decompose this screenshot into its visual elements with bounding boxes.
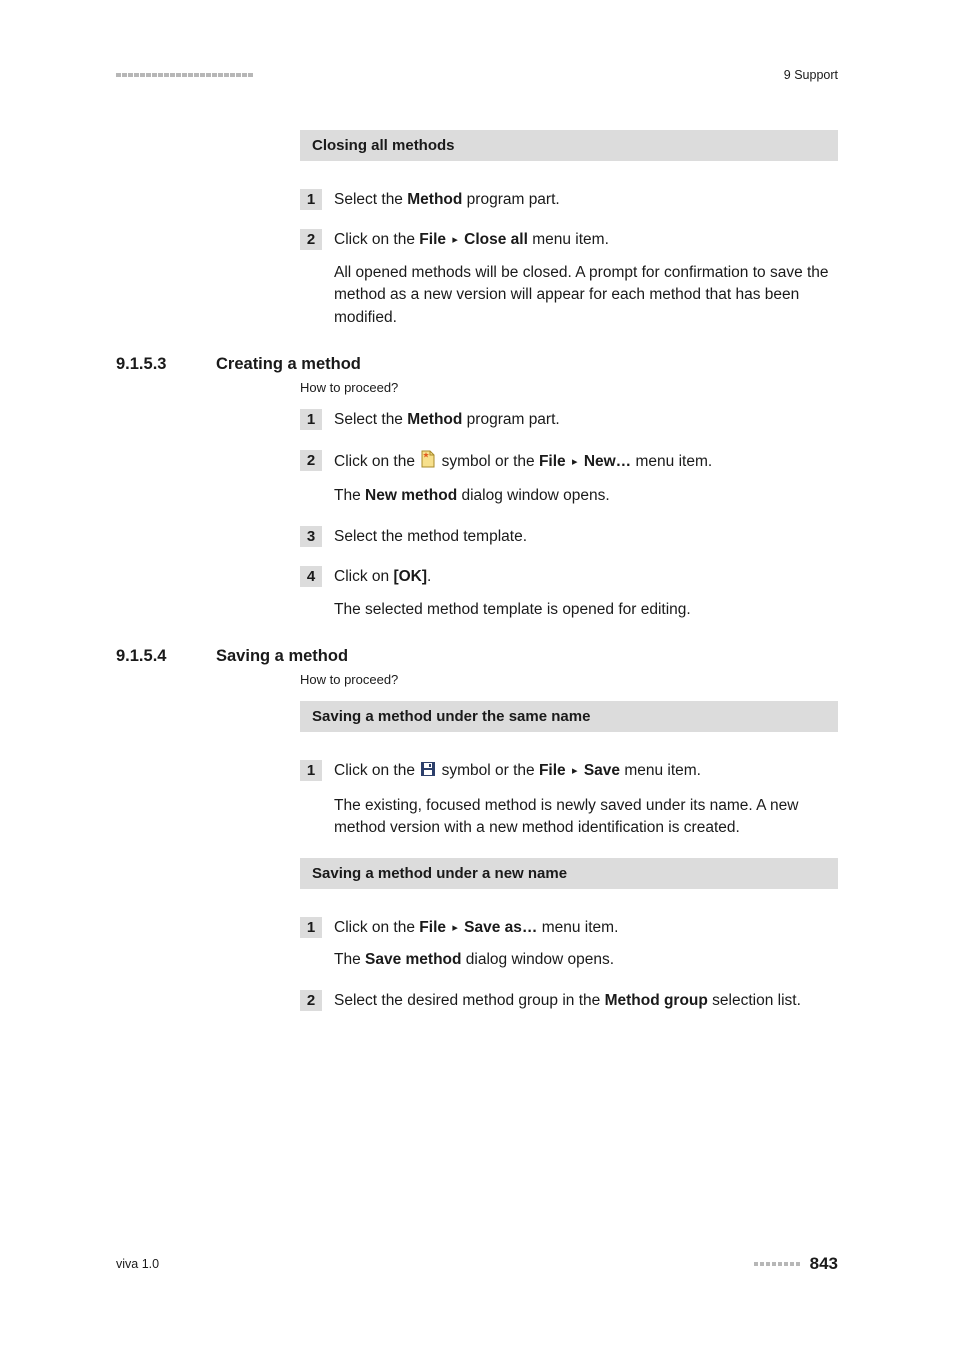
header-chapter-label: 9 Support	[784, 68, 838, 82]
step-text: All opened methods will be closed. A pro…	[334, 262, 838, 329]
step-row: 1 Click on the File ▸ Save as… menu item.…	[300, 917, 838, 972]
step-text: The existing, focused method is newly sa…	[334, 795, 838, 840]
step-number: 4	[300, 566, 322, 587]
step-row: 1 Select the Method program part.	[300, 409, 838, 431]
step-text: Select the Method program part.	[334, 189, 838, 211]
step-number: 3	[300, 526, 322, 547]
step-row: 1 Select the Method program part.	[300, 189, 838, 211]
header-ornament-left	[116, 73, 254, 78]
step-text: Click on [OK].	[334, 566, 838, 588]
new-file-icon	[420, 450, 436, 475]
page-content: 9 Support Closing all methods 1 Select the…	[0, 0, 954, 1012]
step-text: Click on the symbol or the File ▸ Save m…	[334, 760, 838, 784]
step-text: Select the Method program part.	[334, 409, 838, 431]
subsection-header: 9.1.5.3Creating a method	[116, 355, 838, 374]
step-number: 1	[300, 917, 322, 938]
step-row: 3 Select the method template.	[300, 526, 838, 548]
footer-ornament	[754, 1262, 802, 1267]
how-to-proceed-label: How to proceed?	[300, 380, 838, 395]
page-footer: viva 1.0 843	[116, 1254, 838, 1274]
subsection-title: Saving a method	[216, 647, 348, 666]
subsection-title: Creating a method	[216, 355, 361, 374]
section-heading: Saving a method under the same name	[300, 701, 838, 732]
step-text: Click on the symbol or the File ▸ New… m…	[334, 450, 838, 475]
step-text: The selected method template is opened f…	[334, 599, 838, 621]
step-text: Click on the File ▸ Save as… menu item.	[334, 917, 838, 939]
section-heading: Closing all methods	[300, 130, 838, 161]
step-row: 4 Click on [OK]. The selected method templ…	[300, 566, 838, 621]
page-header: 9 Support	[116, 68, 838, 82]
step-number: 1	[300, 409, 322, 430]
step-row: 1 Click on the symbol or the File ▸ Save …	[300, 760, 838, 839]
section-heading: Saving a method under a new name	[300, 858, 838, 889]
page-number: 843	[810, 1254, 838, 1274]
step-row: 2 Click on the File ▸ Close all menu item…	[300, 229, 838, 329]
save-icon	[420, 761, 436, 784]
subsection-number: 9.1.5.4	[116, 647, 216, 666]
step-body: Select the desired method group in the M…	[334, 990, 838, 1012]
step-number: 2	[300, 450, 322, 471]
step-text: Click on the File ▸ Close all menu item.	[334, 229, 838, 251]
footer-right-group: 843	[754, 1254, 838, 1274]
step-body: Click on the symbol or the File ▸ New… m…	[334, 450, 838, 508]
step-text: The Save method dialog window opens.	[334, 949, 838, 971]
step-body: Click on [OK]. The selected method templa…	[334, 566, 838, 621]
footer-product-label: viva 1.0	[116, 1257, 159, 1271]
step-body: Click on the symbol or the File ▸ Save m…	[334, 760, 838, 839]
step-body: Click on the File ▸ Close all menu item.…	[334, 229, 838, 329]
subsection-number: 9.1.5.3	[116, 355, 216, 374]
step-body: Click on the File ▸ Save as… menu item. T…	[334, 917, 838, 972]
step-body: Select the method template.	[334, 526, 838, 548]
how-to-proceed-label: How to proceed?	[300, 672, 838, 687]
step-body: Select the Method program part.	[334, 189, 838, 211]
step-row: 2 Click on the symbol or the File ▸ New… …	[300, 450, 838, 508]
step-text: The New method dialog window opens.	[334, 485, 838, 507]
step-number: 1	[300, 189, 322, 210]
step-body: Select the Method program part.	[334, 409, 838, 431]
step-text: Select the desired method group in the M…	[334, 990, 838, 1012]
step-row: 2 Select the desired method group in the …	[300, 990, 838, 1012]
subsection-header: 9.1.5.4Saving a method	[116, 647, 838, 666]
step-number: 2	[300, 990, 322, 1011]
step-number: 1	[300, 760, 322, 781]
step-number: 2	[300, 229, 322, 250]
step-text: Select the method template.	[334, 526, 838, 548]
